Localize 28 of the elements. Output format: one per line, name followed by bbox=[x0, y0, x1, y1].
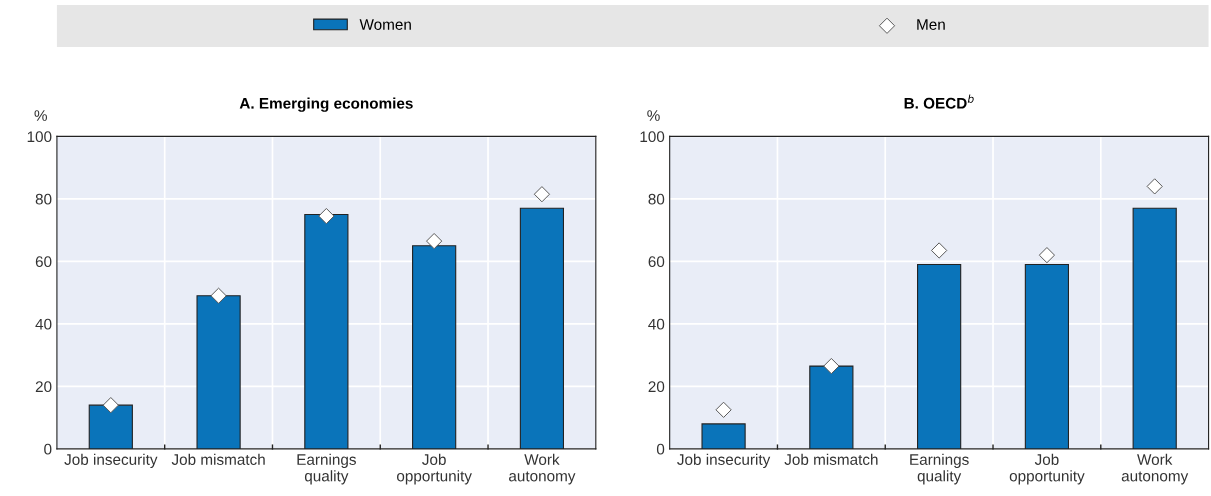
x-tick-label: Work autonomy bbox=[509, 453, 576, 485]
y-tick-label: 0 bbox=[656, 443, 665, 455]
y-tick-label: 100 bbox=[640, 131, 665, 143]
x-tick-label: Earnings quality bbox=[910, 453, 969, 485]
x-tick-label: Job mismatch bbox=[784, 453, 878, 465]
chart-title: A. Emerging economies bbox=[239, 97, 413, 112]
y-tick-label: 80 bbox=[35, 193, 52, 205]
y-tick-label: 60 bbox=[648, 256, 665, 268]
y-tick-label: 20 bbox=[648, 381, 665, 393]
x-tick-label: Job insecurity bbox=[677, 453, 771, 468]
x-tick-label: Earnings quality bbox=[297, 453, 356, 485]
y-tick-label: 100 bbox=[27, 131, 52, 143]
y-tick-label: 20 bbox=[35, 381, 52, 393]
y-tick-label: 40 bbox=[648, 318, 665, 330]
x-tick-label: Job insecurity bbox=[64, 453, 158, 468]
y-tick-label: 60 bbox=[35, 256, 52, 268]
y-axis-title: % bbox=[647, 110, 660, 121]
legend-label: Women bbox=[359, 19, 411, 30]
y-tick-label: 0 bbox=[44, 443, 52, 455]
x-tick-label: Job opportunity bbox=[1009, 453, 1085, 485]
x-tick-label: Work autonomy bbox=[1121, 453, 1189, 485]
legend-label: Men bbox=[917, 19, 945, 30]
y-tick-label: 80 bbox=[648, 193, 665, 205]
x-tick-label: Job mismatch bbox=[171, 453, 265, 465]
chart-title: B. OECD$^{b}$ bbox=[904, 94, 974, 109]
y-axis-title: % bbox=[34, 110, 47, 121]
x-tick-label: Job opportunity bbox=[396, 453, 472, 485]
y-tick-label: 40 bbox=[35, 318, 52, 330]
